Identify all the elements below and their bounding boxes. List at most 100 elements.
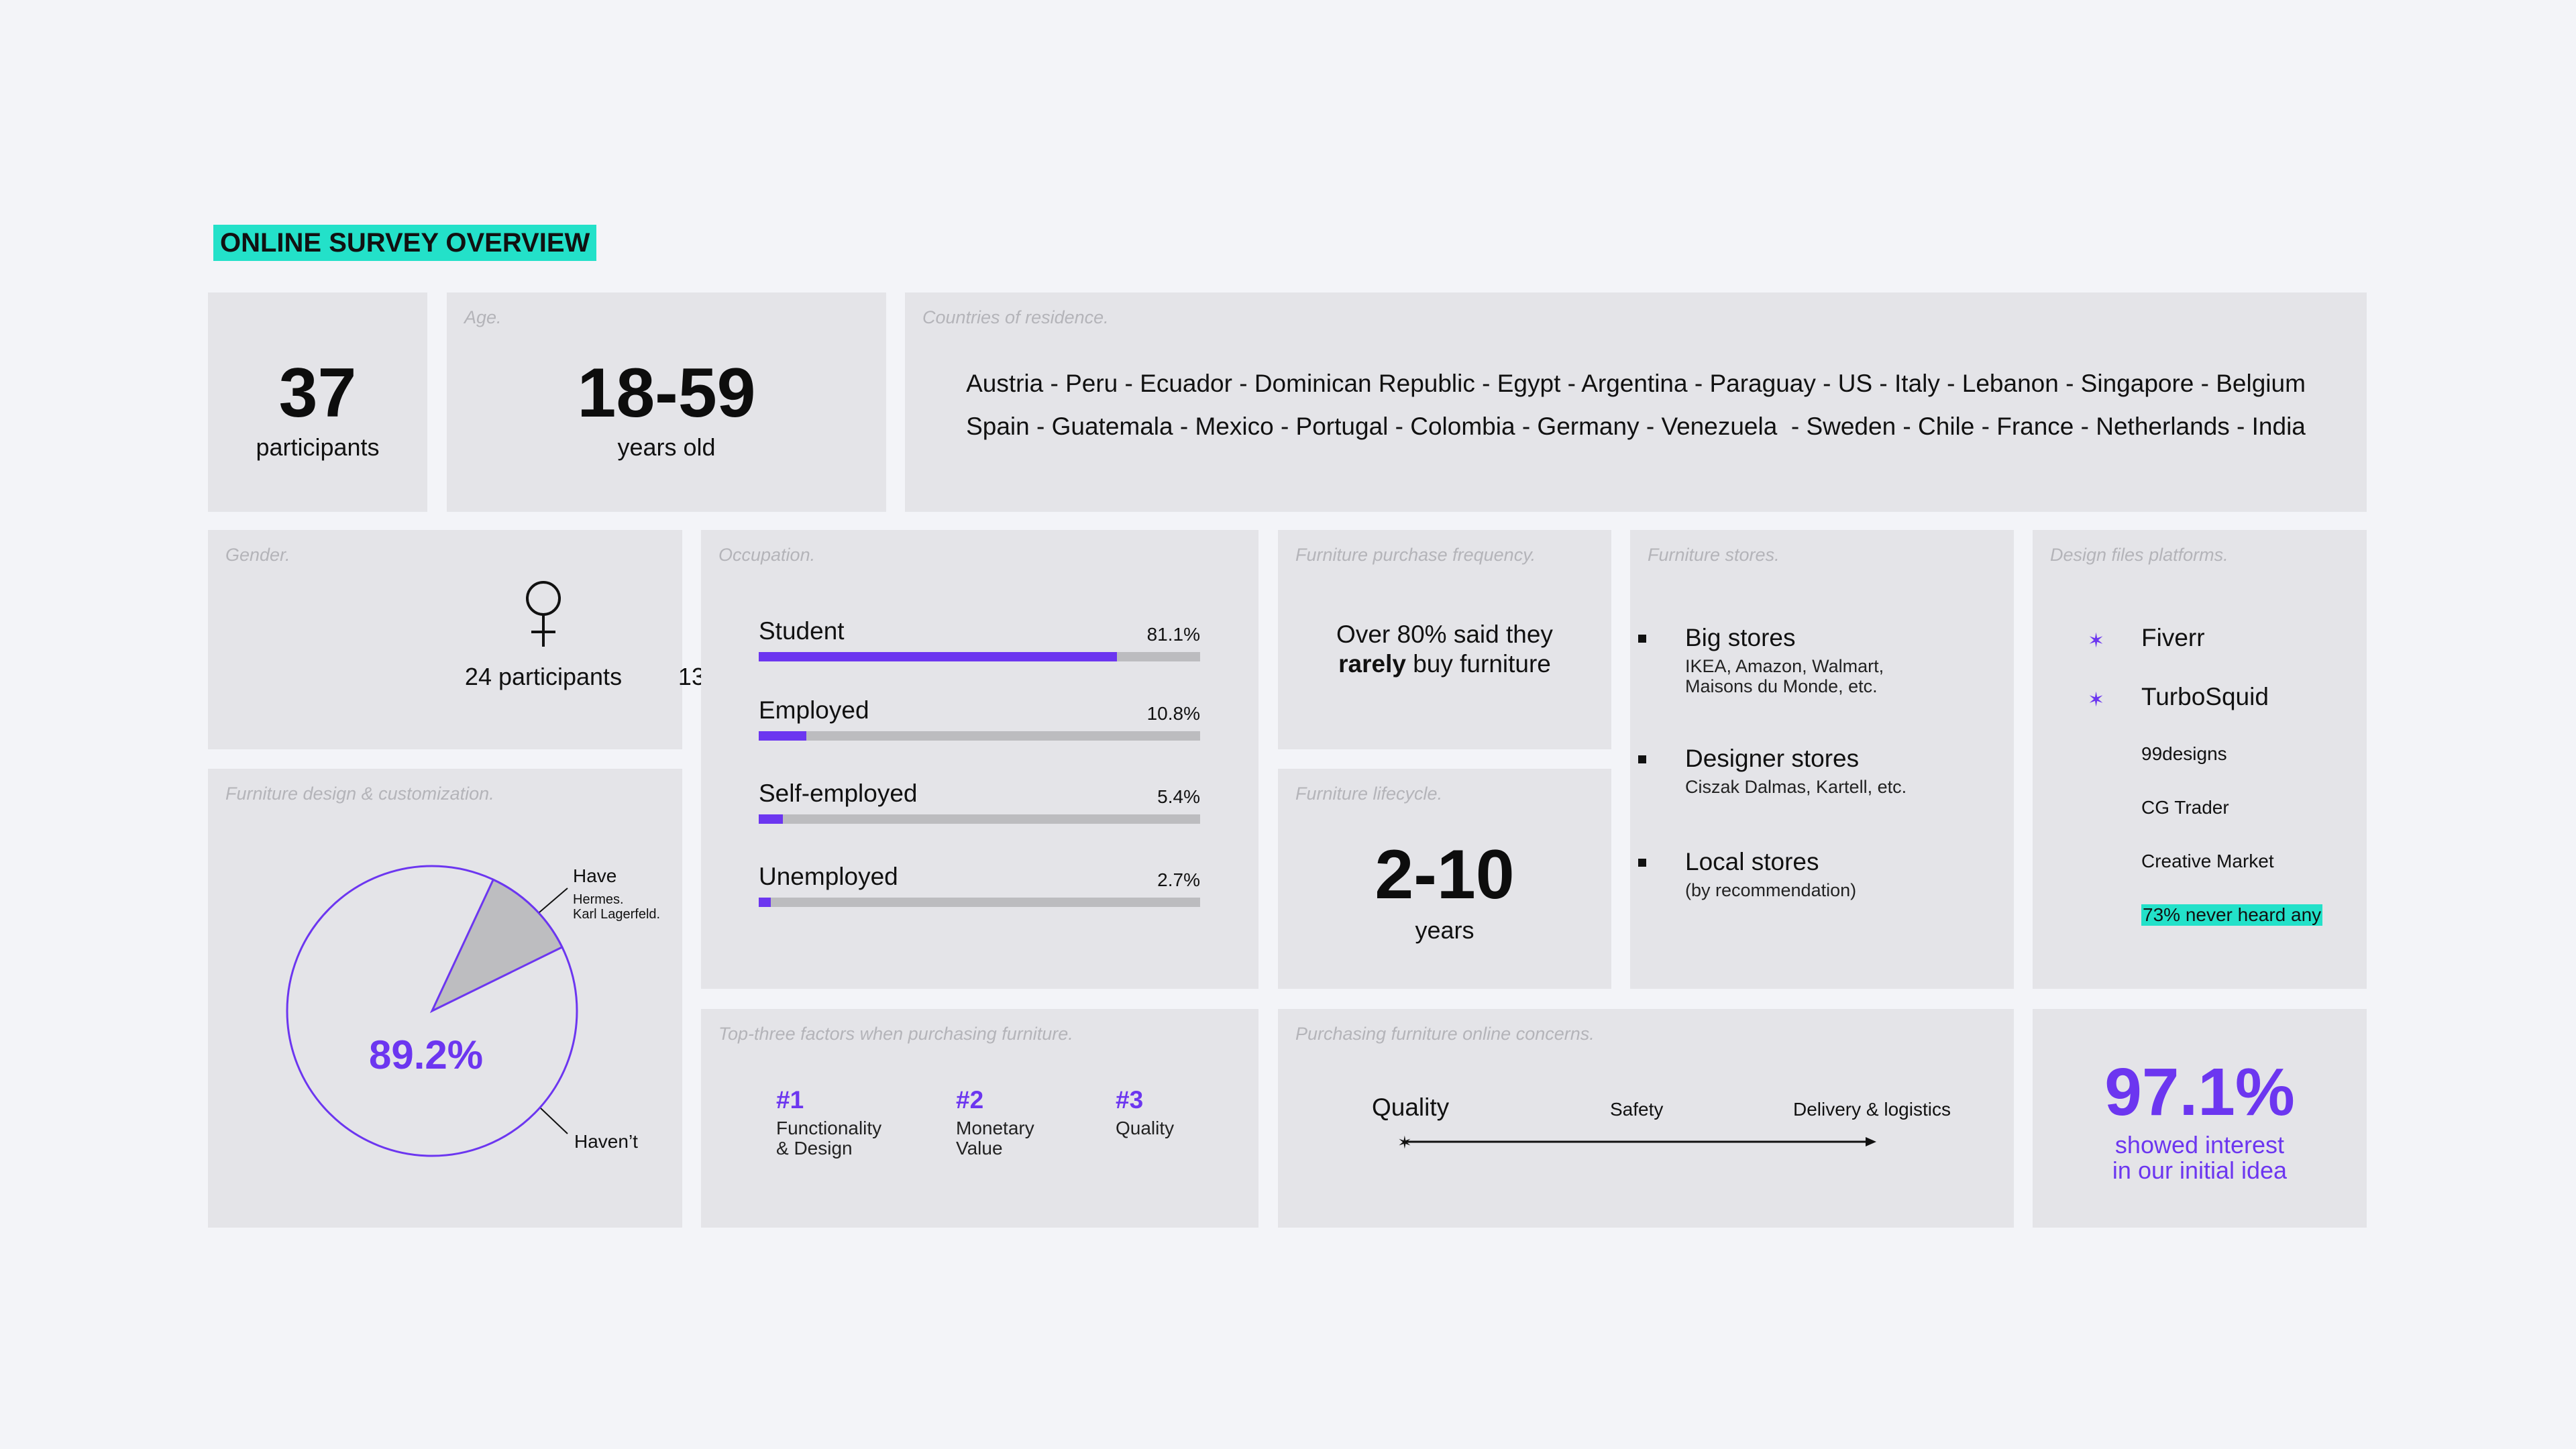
- countries-line-1: Austria - Peru - Ecuador - Dominican Rep…: [966, 370, 2306, 397]
- female-count: 24 participants: [464, 663, 623, 690]
- occupation-bar-track: [759, 652, 1200, 661]
- occupation-percent: 10.8%: [1146, 703, 1200, 724]
- have-leader-line: [539, 888, 568, 913]
- participants-count: 37: [278, 354, 357, 432]
- platforms-card: Design files platforms. ✶ Fiverr ✶ Turbo…: [2033, 530, 2367, 989]
- concern-item: Safety: [1610, 1099, 1664, 1120]
- concern-item: Quality: [1372, 1093, 1450, 1121]
- occupation-bar-fill: [759, 814, 783, 824]
- factor-item: #3 Quality: [1116, 1086, 1174, 1138]
- platform-item: CG Trader: [2141, 797, 2229, 818]
- age-range: 18-59: [577, 354, 756, 432]
- platform-item: Fiverr: [2141, 624, 2205, 651]
- factor-label: Monetary: [956, 1118, 1034, 1138]
- purchase-frequency-line-2: rarely buy furniture: [1278, 649, 1611, 679]
- factor-label: Functionality: [776, 1118, 882, 1138]
- concerns-caption: Purchasing furniture online concerns.: [1295, 1024, 1595, 1044]
- age-caption: Age.: [464, 307, 502, 327]
- purchase-frequency-rest: buy furniture: [1405, 650, 1551, 678]
- occupation-label: Unemployed: [759, 863, 898, 890]
- platform-item: Creative Market: [2141, 851, 2274, 871]
- age-label: years old: [617, 433, 716, 461]
- store-desc: Maisons du Monde, etc.: [1685, 676, 1878, 696]
- participants-label: participants: [256, 433, 380, 461]
- factor-label: Value: [956, 1138, 1003, 1159]
- bullet-icon: [1638, 635, 1646, 643]
- interest-line-2: in our initial idea: [2112, 1157, 2288, 1184]
- factor-label: Quality: [1116, 1118, 1175, 1138]
- lifecycle-value: 2-10: [1375, 836, 1515, 914]
- star-icon: ✶: [2088, 689, 2105, 711]
- store-name: Big stores: [1685, 624, 1796, 651]
- store-item: Big stores IKEA, Amazon, Walmart, Maison…: [1638, 624, 1884, 696]
- occupation-caption: Occupation.: [718, 545, 816, 565]
- store-name: Designer stores: [1685, 745, 1860, 772]
- occupation-bar-track: [759, 898, 1200, 907]
- interest-value: 97.1%: [2104, 1055, 2295, 1130]
- occupation-card: Occupation. Student 81.1% Employed 10.8% Sel…: [701, 530, 1258, 989]
- customization-pie-chart: [286, 865, 578, 1157]
- gender-caption: Gender.: [225, 545, 290, 565]
- age-card: Age. 18-59 years old: [447, 292, 886, 512]
- factors-caption: Top-three factors when purchasing furnit…: [718, 1024, 1073, 1044]
- store-name: Local stores: [1685, 848, 1819, 875]
- pie-slice-havent: [286, 865, 578, 1157]
- occupation-percent: 5.4%: [1157, 786, 1200, 807]
- factor-item: #2 Monetary Value: [956, 1086, 1034, 1159]
- gender-card: Gender. 24 participants 13 participants: [208, 530, 835, 749]
- stores-card: Furniture stores. Big stores IKEA, Amazo…: [1630, 530, 2014, 989]
- store-item: Local stores (by recommendation): [1638, 848, 1857, 900]
- store-desc: Ciszak Dalmas, Kartell, etc.: [1685, 777, 1907, 797]
- purchase-frequency-card: Furniture purchase frequency. Over 80% s…: [1278, 530, 1611, 749]
- concern-item: Delivery & logistics: [1793, 1099, 1951, 1120]
- store-item: Designer stores Ciszak Dalmas, Kartell, …: [1638, 745, 1907, 797]
- countries-line-2: Spain - Guatemala - Mexico - Portugal - …: [966, 413, 2306, 440]
- occupation-bar-track: [759, 814, 1200, 824]
- gender-female: 24 participants: [449, 577, 637, 691]
- customization-caption: Furniture design & customization.: [225, 784, 494, 804]
- factor-rank: #3: [1116, 1086, 1144, 1114]
- occupation-bar-fill: [759, 652, 1117, 661]
- occupation-label: Student: [759, 617, 845, 645]
- purchase-frequency-bold: rarely: [1338, 650, 1406, 678]
- have-label: Have: [573, 865, 617, 886]
- concerns-card: Purchasing furniture online concerns. Qu…: [1278, 1009, 2014, 1228]
- female-symbol-icon: [526, 581, 561, 647]
- factor-item: #1 Functionality & Design: [776, 1086, 881, 1159]
- store-desc: IKEA, Amazon, Walmart,: [1685, 656, 1884, 676]
- platform-item: TurboSquid: [2141, 683, 2269, 710]
- occupation-percent: 81.1%: [1146, 624, 1200, 645]
- purchase-frequency-caption: Furniture purchase frequency.: [1295, 545, 1536, 565]
- platforms-note: 73% never heard any: [2141, 904, 2323, 926]
- interest-line-1: showed interest: [2114, 1131, 2285, 1159]
- pie-center-value: 89.2%: [369, 1032, 484, 1077]
- occupation-bar-fill: [759, 898, 771, 907]
- star-icon: ✶: [2088, 630, 2105, 652]
- customization-card: Furniture design & customization. 89.2% …: [208, 769, 682, 1228]
- occupation-label: Employed: [759, 696, 869, 724]
- purchase-frequency-line-1: Over 80% said they: [1336, 621, 1553, 648]
- bullet-icon: [1638, 859, 1646, 867]
- lifecycle-caption: Furniture lifecycle.: [1295, 784, 1443, 804]
- occupation-bar-track: [759, 731, 1200, 741]
- interest-card: 97.1% showed interest in our initial ide…: [2033, 1009, 2367, 1228]
- occupation-bar-fill: [759, 731, 807, 741]
- platforms-caption: Design files platforms.: [2050, 545, 2229, 565]
- pie-slice-have: [429, 878, 564, 1014]
- svg-text:✶: ✶: [1397, 1133, 1412, 1153]
- stores-caption: Furniture stores.: [1648, 545, 1780, 565]
- lifecycle-label: years: [1415, 916, 1474, 944]
- bullet-icon: [1638, 755, 1646, 763]
- factor-rank: #2: [956, 1086, 984, 1114]
- concerns-arrow: ✶: [1397, 1133, 1876, 1153]
- store-desc: (by recommendation): [1685, 880, 1857, 900]
- factor-rank: #1: [776, 1086, 804, 1114]
- have-note-1: Hermes.: [573, 892, 624, 907]
- factor-label: & Design: [776, 1138, 853, 1159]
- page-title: ONLINE SURVEY OVERVIEW: [213, 225, 597, 261]
- factors-card: Top-three factors when purchasing furnit…: [701, 1009, 1258, 1228]
- have-note-2: Karl Lagerfeld.: [573, 907, 661, 922]
- participants-card: 37 participants: [208, 292, 427, 512]
- platform-item: 99designs: [2141, 743, 2227, 764]
- countries-caption: Countries of residence.: [922, 307, 1109, 327]
